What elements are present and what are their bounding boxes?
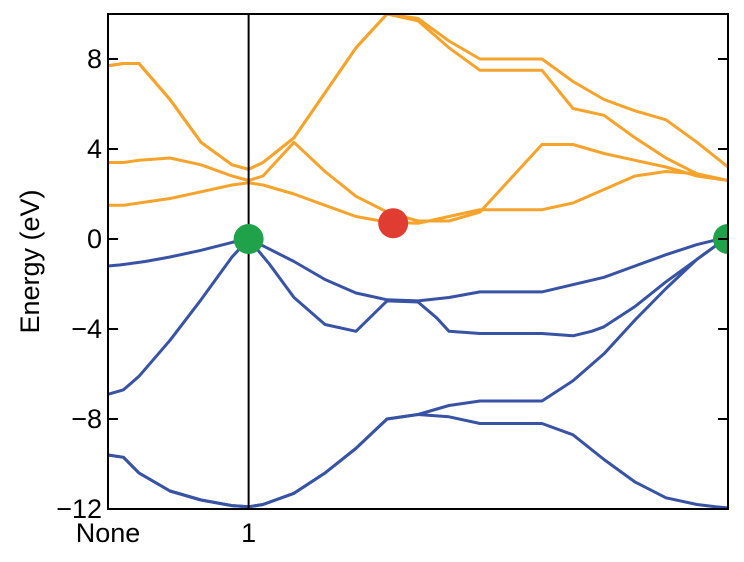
x-tick-label: None [76, 518, 141, 548]
plot-frame [107, 13, 729, 510]
valence-band-1 [108, 237, 728, 396]
conduction-band-5 [108, 14, 728, 171]
y-tick-label: −8 [71, 404, 102, 434]
extrema-markers [233, 208, 728, 254]
y-tick-label: 8 [87, 44, 102, 74]
cbm-marker-2 [378, 208, 409, 239]
valence-band-0 [108, 237, 728, 303]
x-axis-ticks: None 1 [76, 518, 256, 548]
conduction-band-6 [108, 140, 728, 223]
x-tick-label: 1 [241, 518, 256, 548]
plot-border [107, 13, 729, 510]
y-tick-label: −4 [71, 314, 102, 344]
valence-band-3 [108, 413, 728, 509]
y-tick-label: 0 [87, 224, 102, 254]
vbm-marker-0 [233, 224, 264, 254]
y-axis-ticks: −12 −8 −4 0 4 8 [56, 44, 728, 524]
y-axis-title: Energy (eV) [15, 189, 45, 333]
conduction-band-4 [108, 14, 728, 182]
conduction-band-7 [108, 170, 728, 225]
valence-band-2 [108, 237, 728, 509]
band-lines [108, 14, 728, 509]
y-tick-label: −12 [56, 494, 102, 524]
y-tick-label: 4 [87, 134, 102, 164]
